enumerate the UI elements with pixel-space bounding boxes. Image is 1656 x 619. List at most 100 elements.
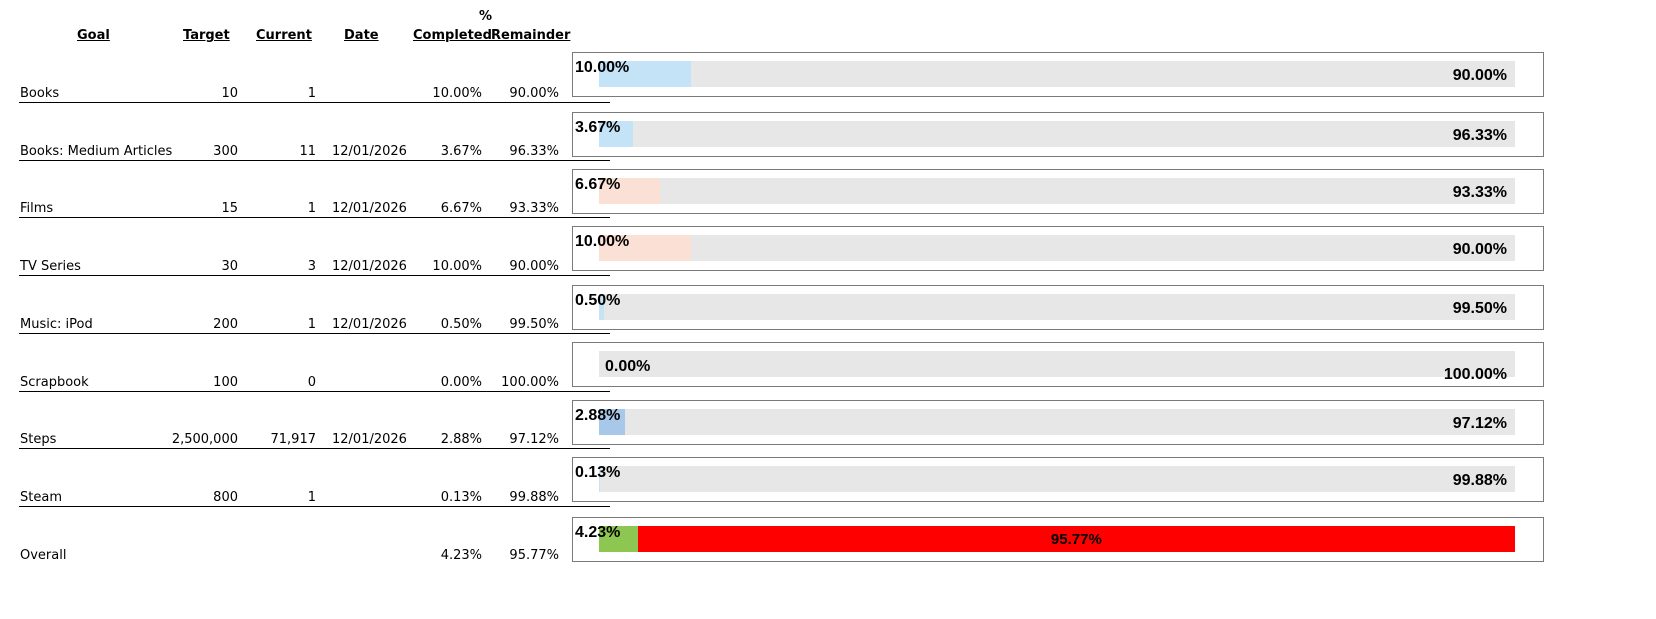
header-remainder: Remainder [491, 28, 571, 43]
bar-completed-segment [599, 235, 691, 261]
completed-cell: 10.00% [432, 259, 482, 274]
row-divider [19, 391, 610, 392]
bar-completed-segment [599, 61, 691, 87]
target-cell: 100 [213, 375, 238, 390]
target-cell: 15 [221, 201, 238, 216]
progress-bar: 10.00% 90.00% [572, 52, 1544, 97]
goal-cell: Steam [20, 490, 62, 505]
date-cell: 12/01/2026 [332, 317, 407, 332]
bar-completed-label: 6.67% [575, 176, 621, 193]
header-completed: Completed [413, 28, 492, 43]
current-cell: 1 [307, 490, 316, 505]
header-date: Date [344, 28, 379, 43]
progress-bar: 6.67% 93.33% [572, 169, 1544, 214]
bar-remainder-segment [599, 466, 1515, 492]
row-divider [19, 160, 610, 161]
bar-remainder-segment [599, 121, 1515, 147]
completed-cell: 3.67% [440, 144, 482, 159]
completed-cell: 6.67% [440, 201, 482, 216]
bar-completed-label: 0.50% [575, 292, 621, 309]
bar-remainder-label: 95.77% [1050, 531, 1102, 548]
bar-completed-label: 4.23% [575, 524, 621, 541]
bar-completed-label: 0.00% [605, 358, 651, 375]
bar-remainder-label: 99.50% [1452, 300, 1507, 317]
target-cell: 800 [213, 490, 238, 505]
completed-cell: 4.23% [440, 548, 482, 563]
bar-completed-label: 3.67% [575, 119, 621, 136]
current-cell: 1 [307, 201, 316, 216]
date-cell: 12/01/2026 [332, 432, 407, 447]
bar-remainder-segment [599, 526, 1515, 552]
goal-cell: TV Series [20, 259, 81, 274]
goal-cell: Books: Medium Articles [20, 144, 173, 159]
row-divider [19, 506, 610, 507]
bar-completed-segment [599, 294, 604, 320]
goal-cell: Scrapbook [20, 375, 89, 390]
progress-bar: 10.00% 90.00% [572, 226, 1544, 271]
goal-cell: Music: iPod [20, 317, 93, 332]
bar-remainder-segment [599, 294, 1515, 320]
bar-completed-segment [599, 526, 638, 552]
remainder-cell: 97.12% [509, 432, 559, 447]
bar-completed-label: 10.00% [575, 233, 630, 250]
header-current: Current [256, 28, 312, 43]
bar-remainder-label: 90.00% [1452, 67, 1507, 84]
target-cell: 10 [221, 86, 238, 101]
bar-remainder-segment [599, 351, 1515, 377]
bar-remainder-label: 97.12% [1452, 415, 1507, 432]
remainder-cell: 93.33% [509, 201, 559, 216]
target-cell: 30 [221, 259, 238, 274]
bar-completed-label: 0.13% [575, 464, 621, 481]
row-divider [19, 102, 610, 103]
bar-completed-segment [599, 178, 661, 204]
progress-bar: 4.23% 95.77% [572, 517, 1544, 562]
current-cell: 1 [307, 317, 316, 332]
target-cell: 2,500,000 [171, 432, 238, 447]
bar-remainder-label: 93.33% [1452, 184, 1507, 201]
date-cell: 12/01/2026 [332, 259, 407, 274]
header-goal: Goal [77, 28, 110, 43]
bar-completed-segment [599, 121, 633, 147]
remainder-cell: 96.33% [509, 144, 559, 159]
current-cell: 11 [299, 144, 316, 159]
header-percent-sign: % [479, 9, 493, 24]
bar-remainder-label: 90.00% [1452, 241, 1507, 258]
completed-cell: 0.00% [440, 375, 482, 390]
remainder-cell: 95.77% [509, 548, 559, 563]
remainder-cell: 100.00% [501, 375, 559, 390]
bar-remainder-segment [599, 178, 1515, 204]
progress-bar: 3.67% 96.33% [572, 112, 1544, 157]
goal-cell: Steps [20, 432, 57, 447]
goal-cell: Overall [20, 548, 67, 563]
current-cell: 3 [307, 259, 316, 274]
header-target: Target [183, 28, 230, 43]
bar-completed-label: 2.88% [575, 407, 621, 424]
bar-completed-label: 10.00% [575, 59, 630, 76]
goal-cell: Books [20, 86, 60, 101]
row-divider [19, 275, 610, 276]
bar-remainder-label: 100.00% [1443, 366, 1507, 383]
date-cell: 12/01/2026 [332, 144, 407, 159]
remainder-cell: 99.50% [509, 317, 559, 332]
current-cell: 71,917 [270, 432, 317, 447]
remainder-cell: 90.00% [509, 86, 559, 101]
completed-cell: 0.13% [440, 490, 482, 505]
progress-bar: 0.00% 100.00% [572, 342, 1544, 387]
bar-remainder-segment [599, 61, 1515, 87]
remainder-cell: 90.00% [509, 259, 559, 274]
bar-completed-segment [599, 409, 626, 435]
target-cell: 200 [213, 317, 238, 332]
bar-remainder-label: 96.33% [1452, 127, 1507, 144]
completed-cell: 0.50% [440, 317, 482, 332]
remainder-cell: 99.88% [509, 490, 559, 505]
row-divider [19, 217, 610, 218]
date-cell: 12/01/2026 [332, 201, 407, 216]
target-cell: 300 [213, 144, 238, 159]
bar-remainder-segment [599, 235, 1515, 261]
completed-cell: 2.88% [440, 432, 482, 447]
current-cell: 0 [307, 375, 316, 390]
progress-bar: 0.50% 99.50% [572, 285, 1544, 330]
row-divider [19, 333, 610, 334]
progress-bar: 0.13% 99.88% [572, 457, 1544, 502]
bar-remainder-label: 99.88% [1452, 472, 1507, 489]
